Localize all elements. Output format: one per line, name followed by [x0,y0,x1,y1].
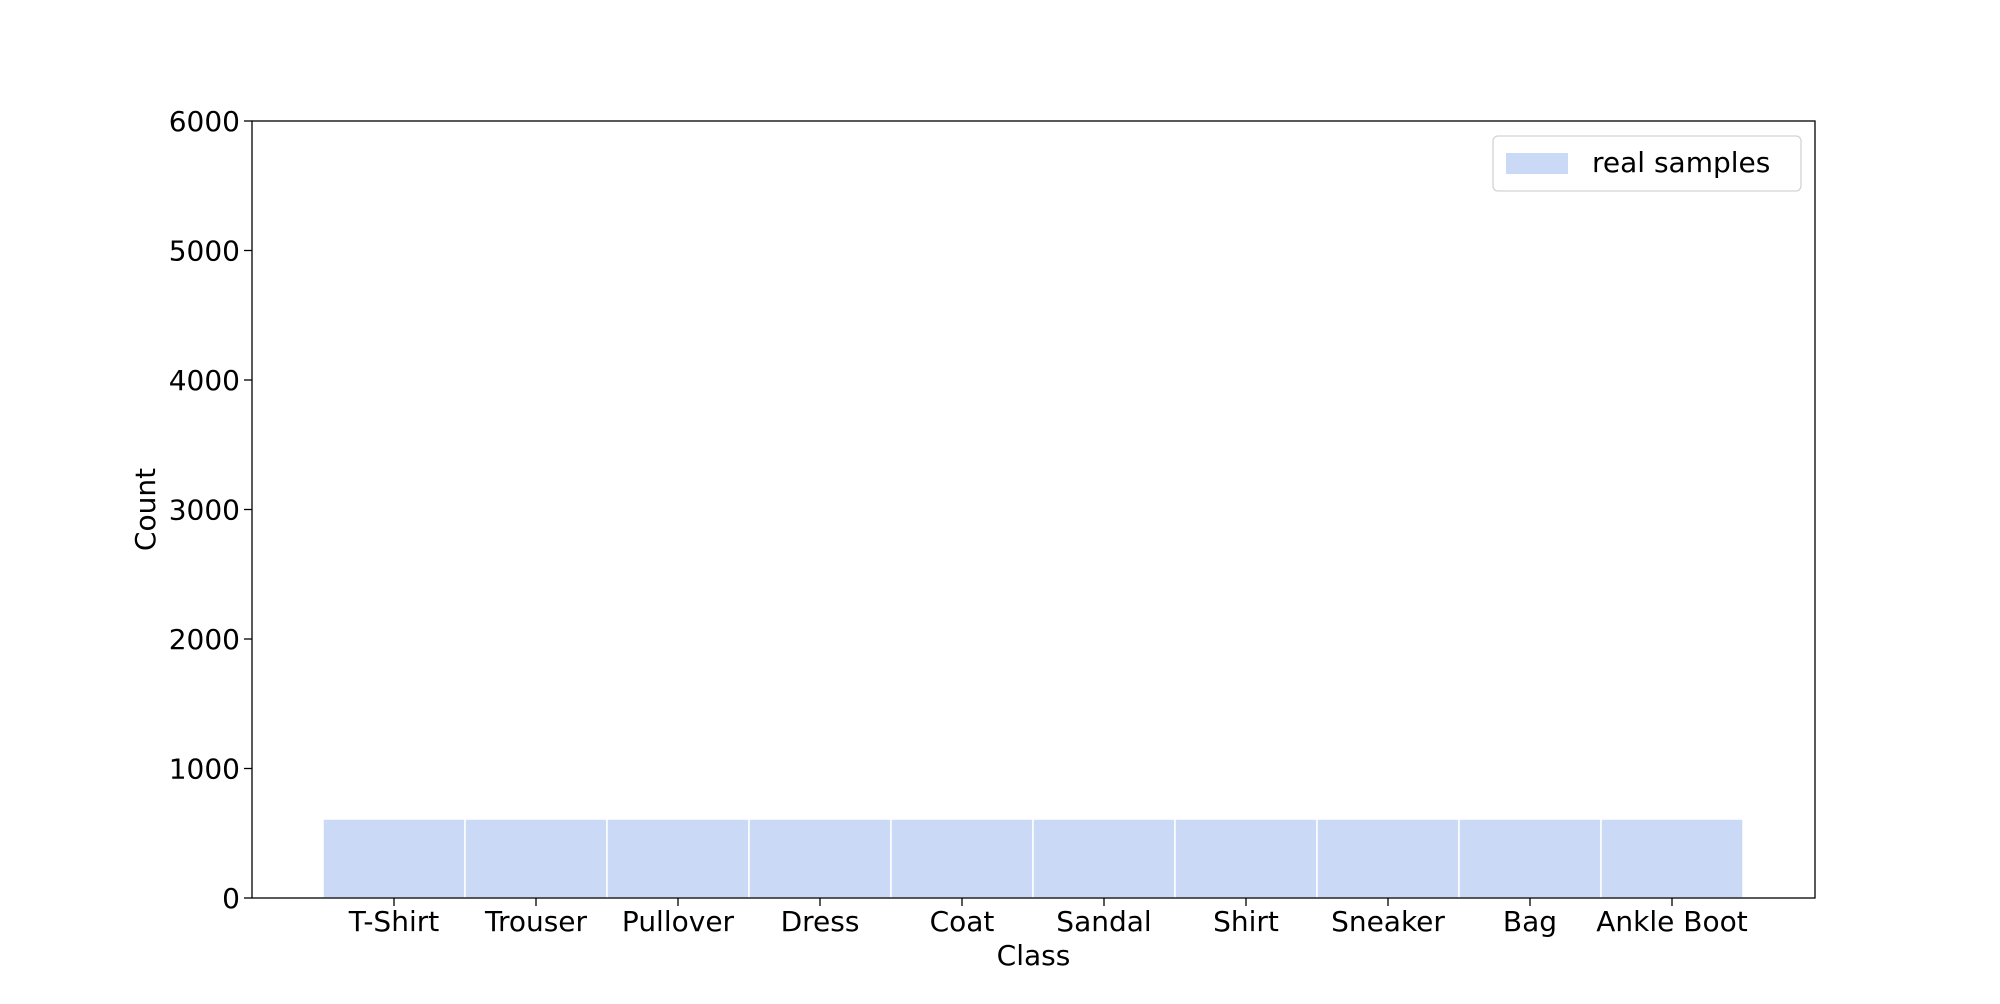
y-tick-label: 3000 [169,494,240,527]
bar-ankle-boot [1600,818,1744,899]
y-axis: 0 1000 2000 3000 4000 5000 6000 [169,105,252,915]
y-tick-label: 2000 [169,623,240,656]
bar-sneaker [1316,818,1460,899]
bar-t-shirt [322,818,466,899]
y-tick-label: 6000 [169,105,240,138]
legend-swatch [1506,153,1568,174]
x-tick-label: Dress [781,905,860,938]
bar-pullover [606,818,750,899]
y-tick-label: 4000 [169,364,240,397]
y-axis-label: Count [129,468,162,551]
y-tick-label: 0 [222,882,240,915]
x-tick-label: Coat [930,905,995,938]
bar-sandal [1032,818,1176,899]
y-tick-label: 1000 [169,753,240,786]
x-tick-label: Ankle Boot [1596,905,1747,938]
x-tick-label: Bag [1503,905,1557,938]
legend-label: real samples [1592,146,1770,179]
bar-coat [890,818,1034,899]
x-tick-label: Sandal [1056,905,1151,938]
plot-frame [251,120,1816,899]
x-tick-label: Shirt [1213,905,1279,938]
x-axis-label: Class [997,939,1071,972]
legend-box [1492,135,1802,192]
x-tick-label: Sneaker [1331,905,1445,938]
x-axis: T-Shirt Trouser Pullover Dress Coat Sandal Shi… [348,898,1748,938]
bar-shirt [1174,818,1318,899]
bars-layer [322,818,1744,899]
bar-dress [748,818,892,899]
bar-trouser [464,818,608,899]
bar-bag [1458,818,1602,899]
x-tick-label: Pullover [622,905,735,938]
x-tick-label: T-Shirt [348,905,439,938]
y-tick-label: 5000 [169,235,240,268]
legend: real samples [1492,135,1802,192]
x-tick-label: Trouser [484,905,588,938]
